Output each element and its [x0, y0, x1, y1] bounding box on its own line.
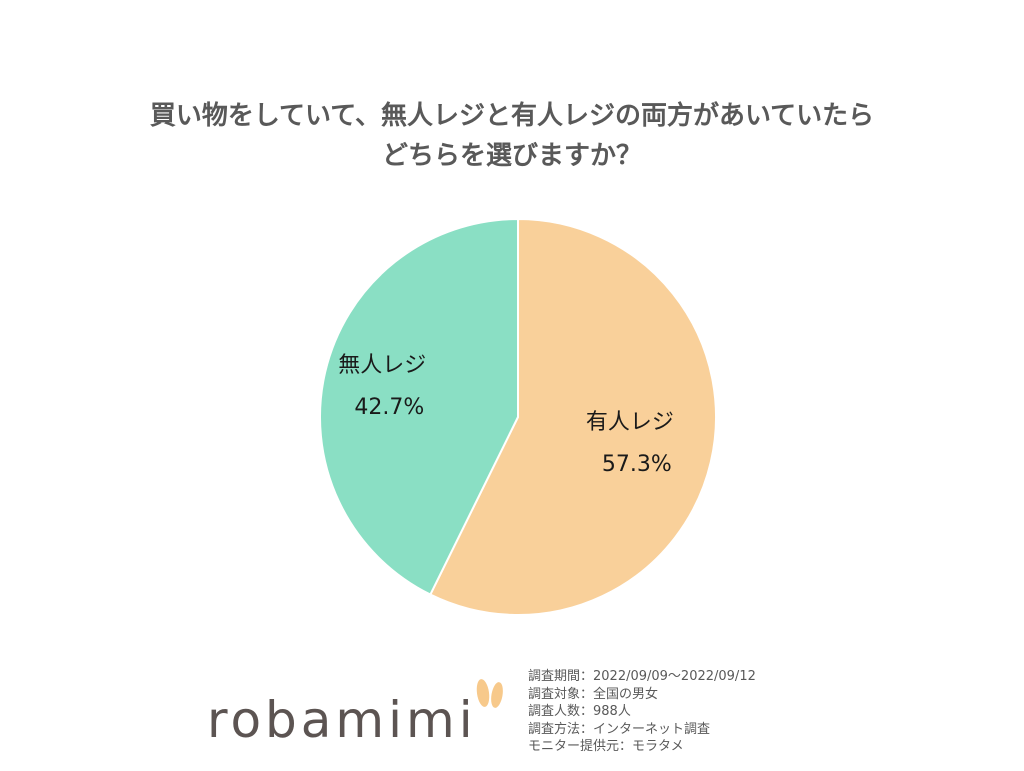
pie-slices: [319, 217, 717, 616]
survey-count: 調査人数：988人: [528, 704, 631, 719]
survey-period: 調査期間：2022/09/09～2022/09/12: [528, 669, 756, 684]
survey-info: 調査期間：2022/09/09～2022/09/12 調査対象：全国の男女 調査…: [528, 668, 756, 756]
pie-labels: 有人レジ 57.3% 無人レジ 42.7%: [338, 353, 674, 477]
chart-title: 買い物をしていて、無人レジと有人レジの両方があいていたら どちらを選びますか？: [0, 96, 1024, 176]
slice-staffed-value: 57.3%: [602, 452, 672, 477]
survey-monitor: モニター提供元：モラタメ: [528, 739, 684, 754]
robamimi-logo: robamimi: [207, 691, 477, 749]
slice-no-staff-label: 無人レジ: [338, 353, 426, 378]
slice-no-staff: [319, 217, 519, 596]
rabbit-ears-icon: [476, 679, 503, 708]
slice-staffed-label: 有人レジ: [586, 410, 674, 435]
survey-method: 調査方法：インターネット調査: [528, 721, 711, 737]
survey-target: 調査対象：全国の男女: [528, 686, 659, 702]
chart-title-line-2: どちらを選びますか？: [381, 141, 642, 171]
slice-staffed: [428, 217, 717, 616]
slice-no-staff-value: 42.7%: [354, 395, 424, 420]
chart-title-line-1: 買い物をしていて、無人レジと有人レジの両方があいていたら: [149, 101, 875, 131]
